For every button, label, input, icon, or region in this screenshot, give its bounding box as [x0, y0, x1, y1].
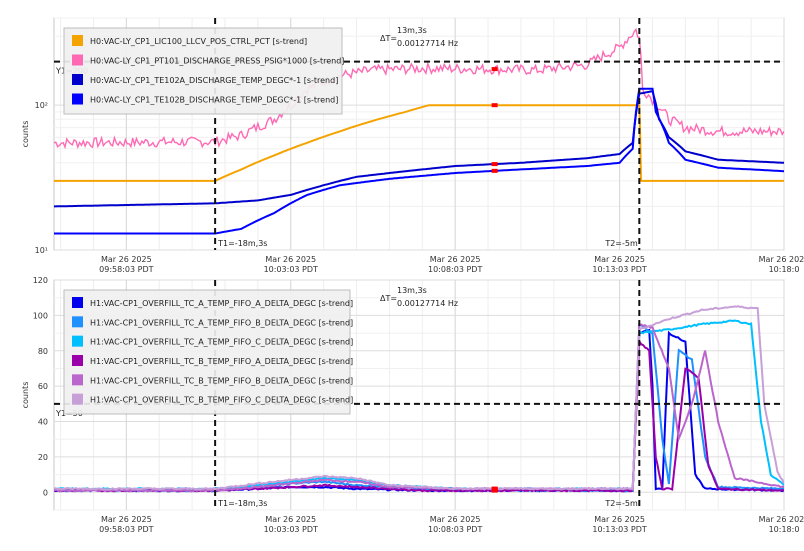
- x-tick-label: Mar 26 2025: [101, 255, 152, 264]
- legend-swatch[interactable]: [72, 374, 83, 386]
- cursor-t1-label: T1=-18m,3s: [217, 239, 267, 248]
- legend-swatch[interactable]: [72, 93, 83, 105]
- legend-item: H0:VAC-LY_CP1_TE102A_DISCHARGE_TEMP_DEGC…: [90, 76, 338, 85]
- series-line-1: [54, 104, 784, 182]
- delta-t-value: 13m,3s: [397, 26, 427, 35]
- legend: H1:VAC-CP1_OVERFILL_TC_A_TEMP_FIFO_A_DEL…: [63, 289, 353, 415]
- x-tick-label: Mar 26 2025: [265, 515, 316, 524]
- legend-swatch[interactable]: [72, 74, 83, 85]
- y-tick-label: 40: [38, 418, 48, 427]
- series-line-4: [54, 87, 784, 235]
- y-tick-label: 120: [33, 276, 48, 285]
- legend-swatch[interactable]: [72, 54, 83, 66]
- x-tick-label: 09:58:03 PDT: [99, 265, 153, 274]
- legend-swatch[interactable]: [72, 335, 83, 347]
- legend-item: H1:VAC-CP1_OVERFILL_TC_B_TEMP_FIFO_B_DEL…: [90, 376, 353, 385]
- series-group: [54, 305, 784, 493]
- cursor-t2-label: T2=-5m: [604, 239, 638, 248]
- x-tick-label: 10:08:03 PDT: [428, 525, 482, 534]
- x-tick-label: Mar 26 2025: [430, 255, 481, 264]
- cursor-t2-label: T2=-5m: [604, 499, 638, 508]
- x-tick-label: Mar 26 2025: [594, 515, 645, 524]
- y-axis-label: counts: [21, 121, 30, 148]
- legend-item: H1:VAC-CP1_OVERFILL_TC_A_TEMP_FIFO_A_DEL…: [90, 299, 353, 308]
- gap-marker: [491, 67, 498, 72]
- x-tick-label: 10:03:03 PDT: [264, 525, 318, 534]
- delta-t-label: ΔT=: [380, 34, 397, 43]
- legend-swatch[interactable]: [72, 35, 83, 46]
- y-tick-label: 20: [38, 453, 48, 462]
- x-tick-label: Mar 26 2025: [759, 255, 804, 264]
- legend-item: H0:VAC-LY_CP1_PT101_DISCHARGE_PRESS_PSIG…: [90, 57, 344, 66]
- x-tick-label: 10:03:03 PDT: [264, 265, 318, 274]
- y-tick-label: 10¹: [35, 246, 48, 255]
- legend-item: H0:VAC-LY_CP1_TE102B_DISCHARGE_TEMP_DEGC…: [90, 96, 338, 105]
- cursor-t1-label: T1=-18m,3s: [217, 499, 267, 508]
- gap-marker: [491, 486, 498, 491]
- x-tick-label: 10:18:0: [769, 525, 800, 534]
- x-tick-label: 09:58:03 PDT: [99, 525, 153, 534]
- y-tick-label: 10²: [35, 101, 48, 110]
- x-tick-label: 10:13:03 PDT: [592, 525, 646, 534]
- delta-frequency: 0.00127714 Hz: [397, 299, 458, 308]
- delta-t-value: 13m,3s: [397, 286, 427, 295]
- x-tick-label: Mar 26 2025: [759, 515, 804, 524]
- legend-item: H0:VAC-LY_CP1_LIC100_LLCV_POS_CTRL_PCT […: [90, 37, 307, 46]
- y-axis-label: counts: [21, 382, 30, 409]
- legend-item: H1:VAC-CP1_OVERFILL_TC_A_TEMP_FIFO_C_DEL…: [90, 338, 353, 347]
- x-tick-label: Mar 26 2025: [265, 255, 316, 264]
- x-tick-label: Mar 26 2025: [594, 255, 645, 264]
- legend: H0:VAC-LY_CP1_LIC100_LLCV_POS_CTRL_PCT […: [63, 27, 344, 115]
- series-group: [54, 27, 784, 235]
- y-tick-label: 0: [43, 488, 48, 497]
- delta-frequency: 0.00127714 Hz: [397, 39, 458, 48]
- series-line-6: [54, 305, 784, 491]
- legend-swatch[interactable]: [72, 355, 83, 366]
- legend-box: [63, 289, 351, 415]
- gap-marker: [491, 168, 498, 173]
- legend-swatch[interactable]: [72, 316, 83, 328]
- legend-swatch[interactable]: [72, 297, 83, 308]
- gap-marker: [491, 103, 498, 108]
- x-tick-label: 10:18:0: [769, 265, 800, 274]
- x-tick-label: Mar 26 2025: [430, 515, 481, 524]
- y-tick-label: 100: [33, 311, 48, 320]
- legend-item: H1:VAC-CP1_OVERFILL_TC_A_TEMP_FIFO_B_DEL…: [90, 318, 353, 327]
- x-tick-label: Mar 26 2025: [101, 515, 152, 524]
- y-tick-label: 60: [38, 382, 48, 391]
- delta-t-label: ΔT=: [380, 294, 397, 303]
- legend-box: [63, 27, 343, 115]
- legend-swatch[interactable]: [72, 393, 83, 405]
- x-tick-label: 10:08:03 PDT: [428, 265, 482, 274]
- x-tick-label: 10:13:03 PDT: [592, 265, 646, 274]
- legend-item: H1:VAC-CP1_OVERFILL_TC_B_TEMP_FIFO_C_DEL…: [90, 396, 353, 405]
- y-tick-label: 80: [38, 347, 48, 356]
- legend-item: H1:VAC-CP1_OVERFILL_TC_B_TEMP_FIFO_A_DEL…: [90, 357, 353, 366]
- gap-marker: [491, 162, 498, 167]
- series-line-2: [54, 27, 784, 150]
